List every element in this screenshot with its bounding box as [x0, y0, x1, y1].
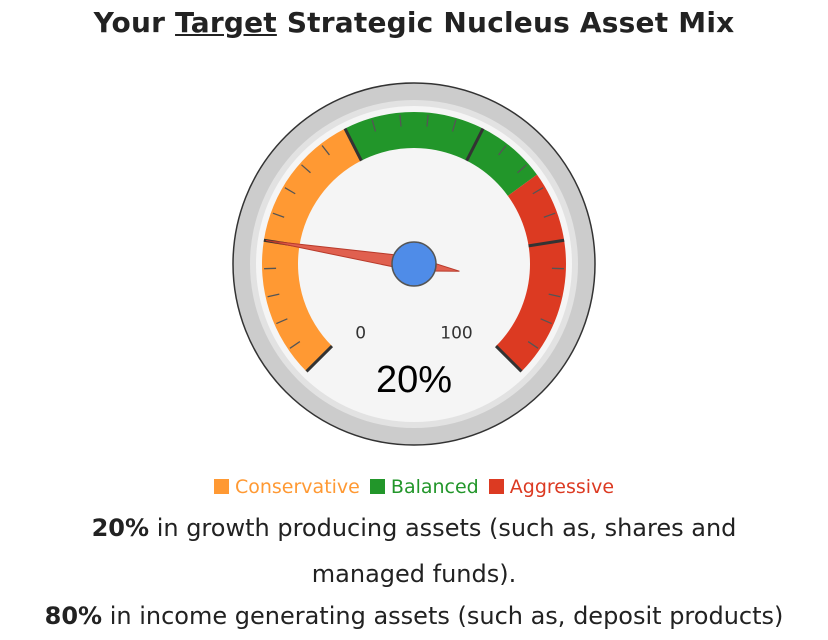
page-title: Your Target Strategic Nucleus Asset Mix	[0, 6, 828, 39]
gauge-minor-tick	[289, 341, 301, 349]
gauge-minor-tick	[498, 145, 507, 156]
growth-text-cont: managed funds).	[311, 560, 517, 588]
gauge-max-label: 100	[440, 324, 472, 344]
gauge-minor-tick	[284, 187, 296, 195]
gauge-minor-tick	[272, 212, 285, 218]
legend-swatch-balanced	[369, 479, 385, 494]
gauge-major-tick	[528, 238, 565, 248]
gauge-minor-tick	[267, 293, 280, 298]
gauge-minor-tick	[276, 318, 288, 325]
legend-item-conservative[interactable]: Conservative	[213, 476, 360, 498]
gauge-minor-tick	[451, 119, 457, 132]
gauge-chart: 0 100 20%	[232, 82, 596, 446]
legend-label-aggressive: Aggressive	[509, 476, 615, 498]
gauge-minor-tick	[543, 212, 556, 218]
growth-text: in growth producing assets (such as, sha…	[156, 514, 737, 542]
gauge-major-tick	[494, 344, 523, 373]
gauge-major-tick	[305, 344, 334, 373]
legend-swatch-conservative	[213, 479, 229, 494]
gauge-minor-tick	[517, 164, 527, 174]
income-description: 80% in income generating assets (such as…	[0, 602, 828, 630]
income-text: in income generating assets (such as, de…	[109, 602, 784, 630]
legend-label-balanced: Balanced	[390, 476, 479, 498]
gauge-minor-tick	[301, 164, 311, 174]
growth-percent: 20%	[91, 514, 150, 542]
gauge-minor-tick	[548, 293, 561, 298]
income-percent: 80%	[44, 602, 103, 630]
title-after: Strategic Nucleus Asset Mix	[286, 6, 735, 39]
legend-item-aggressive[interactable]: Aggressive	[488, 476, 615, 498]
gauge-pivot	[391, 241, 437, 287]
gauge-minor-tick	[426, 114, 429, 127]
legend-item-balanced[interactable]: Balanced	[369, 476, 479, 498]
legend-swatch-aggressive	[488, 479, 504, 494]
legend: Conservative Balanced Aggressive	[0, 476, 828, 498]
gauge-band-balanced	[344, 111, 537, 196]
gauge-major-tick	[343, 127, 363, 162]
title-emphasis: Target	[175, 6, 277, 39]
title-before: Your	[93, 6, 166, 39]
gauge-minor-tick	[399, 114, 402, 127]
gauge-minor-tick	[540, 318, 552, 325]
gauge-minor-tick	[527, 341, 539, 349]
gauge-minor-tick	[321, 145, 330, 156]
gauge-major-tick	[465, 127, 485, 162]
growth-description: 20% in growth producing assets (such as,…	[0, 514, 828, 542]
gauge-value-label: 20%	[376, 359, 452, 401]
gauge-min-label: 0	[355, 324, 366, 344]
gauge-minor-tick	[371, 119, 377, 132]
gauge-minor-tick	[532, 187, 544, 195]
growth-description-cont: managed funds).	[0, 560, 828, 588]
legend-label-conservative: Conservative	[234, 476, 360, 498]
